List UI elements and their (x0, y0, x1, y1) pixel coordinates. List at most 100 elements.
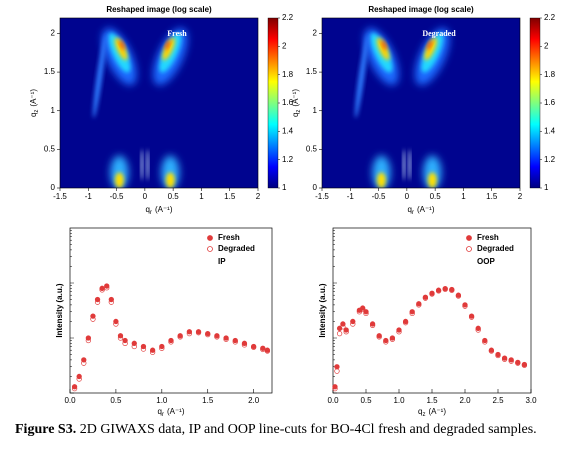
heatmap-background (322, 18, 520, 188)
data-point (363, 310, 369, 317)
intensity-feature (162, 37, 175, 61)
y-tick-label: 1.5 (44, 67, 56, 76)
data-point (482, 337, 488, 344)
data-point (389, 336, 396, 342)
data-point (360, 305, 366, 311)
axis-unit: (A⁻¹) (291, 89, 300, 107)
data-point (488, 348, 495, 354)
colorbar-tick-label: 1.2 (282, 155, 294, 164)
data-point (264, 348, 271, 354)
data-point (336, 330, 343, 337)
caption: Figure S3. 2D GIWAXS data, IP and OOP li… (15, 420, 563, 439)
data-point (177, 334, 183, 340)
axis-symbol: q (145, 205, 149, 214)
data-point (99, 287, 105, 293)
colorbar-tick-label: 1.8 (282, 70, 294, 79)
data-point (343, 329, 349, 335)
intensity-feature (140, 149, 144, 181)
axis-subscript: z (422, 412, 425, 418)
x-tick-label: 1.5 (202, 396, 214, 405)
data-point (131, 343, 137, 350)
data-point (104, 285, 110, 291)
x-tick-label: 0.5 (430, 192, 442, 201)
x-tick-label: 3.0 (525, 396, 537, 405)
data-point (402, 320, 409, 326)
data-point (422, 295, 429, 301)
data-point (332, 384, 338, 390)
colorbar (529, 17, 541, 189)
data-point (214, 334, 220, 340)
colorbar-tick-label: 1.2 (544, 155, 556, 164)
x-tick-label: 1 (199, 192, 204, 201)
data-point (495, 352, 501, 359)
colorbar-tick-label: 1.6 (282, 98, 294, 107)
colorbar-tick-label: 2.2 (282, 13, 294, 22)
intensity-feature (161, 155, 180, 188)
annotation: Fresh (167, 29, 187, 38)
data-point (159, 345, 165, 351)
x-tick-label: 2 (518, 192, 523, 201)
colorbar-tick-label: 1.8 (544, 70, 556, 79)
data-point (81, 360, 87, 366)
colorbar-tick-label: 2 (282, 41, 287, 50)
axis-symbol: q (407, 205, 411, 214)
plot-frame (321, 17, 521, 189)
data-point (360, 306, 366, 313)
x-tick-label: 0.5 (168, 192, 180, 201)
x-tick-label: 0.0 (327, 396, 339, 405)
axis-subscript: r (412, 210, 414, 216)
y-axis-label: qz (A⁻¹) (291, 89, 301, 117)
data-point (186, 329, 193, 335)
intensity-feature (372, 155, 391, 188)
data-point (449, 287, 455, 293)
data-point (241, 340, 248, 346)
intensity-feature (423, 155, 442, 188)
x-tick-label: -1 (85, 192, 93, 201)
data-point (260, 346, 266, 353)
intensity-feature (355, 33, 369, 119)
chart-title: Reshaped image (log scale) (368, 5, 474, 14)
chart-title: Reshaped image (log scale) (106, 5, 212, 14)
plot-frame (69, 227, 273, 394)
data-point (71, 385, 78, 392)
x-tick-label: -0.5 (372, 192, 386, 201)
intensity-feature (164, 40, 171, 50)
intensity-feature (114, 37, 128, 61)
data-point (85, 337, 92, 344)
chart: -1.5 -1 -0.5 0 0.5 1 1.5 2 0 0.5 1 1.5 2 1 1.2 1.4 1.6 1.… (291, 5, 556, 215)
data-point (334, 368, 340, 374)
colorbar-tick-label: 1 (544, 183, 549, 192)
colorbar-tick-label: 1.6 (544, 98, 556, 107)
data-point (350, 321, 356, 327)
colorbar-tick-label: 1.4 (544, 126, 556, 135)
axis-unit: (A⁻¹) (155, 205, 173, 214)
x-tick-label: 2 (256, 192, 261, 201)
x-tick-label: 0 (143, 192, 148, 201)
annotation: IP (218, 257, 226, 266)
axis-subscript: r (150, 210, 152, 216)
x-tick-label: -1 (347, 192, 355, 201)
axis-subscript: z (34, 110, 40, 113)
legend-label: Fresh (218, 233, 240, 242)
x-tick-label: 0.0 (64, 396, 76, 405)
intensity-feature (376, 37, 390, 61)
colorbar-tick-label: 2 (544, 41, 549, 50)
data-point (468, 314, 475, 320)
data-point (482, 339, 488, 345)
data-point (104, 283, 110, 289)
data-point (250, 344, 257, 350)
intensity-feature (93, 33, 107, 119)
x-tick-label: 1.0 (393, 396, 405, 405)
data-point (376, 334, 382, 340)
colorbar-tick-label: 2.2 (544, 13, 556, 22)
data-point (442, 286, 448, 292)
data-point (223, 336, 229, 342)
axis-subscript: r (162, 412, 164, 418)
y-tick-label: 2 (313, 29, 318, 38)
data-point (383, 337, 389, 344)
axis-symbol: q (418, 407, 422, 416)
y-tick-label: 0 (313, 183, 318, 192)
data-point (108, 299, 114, 305)
data-point (521, 362, 528, 368)
x-tick-label: 2.0 (248, 396, 260, 405)
